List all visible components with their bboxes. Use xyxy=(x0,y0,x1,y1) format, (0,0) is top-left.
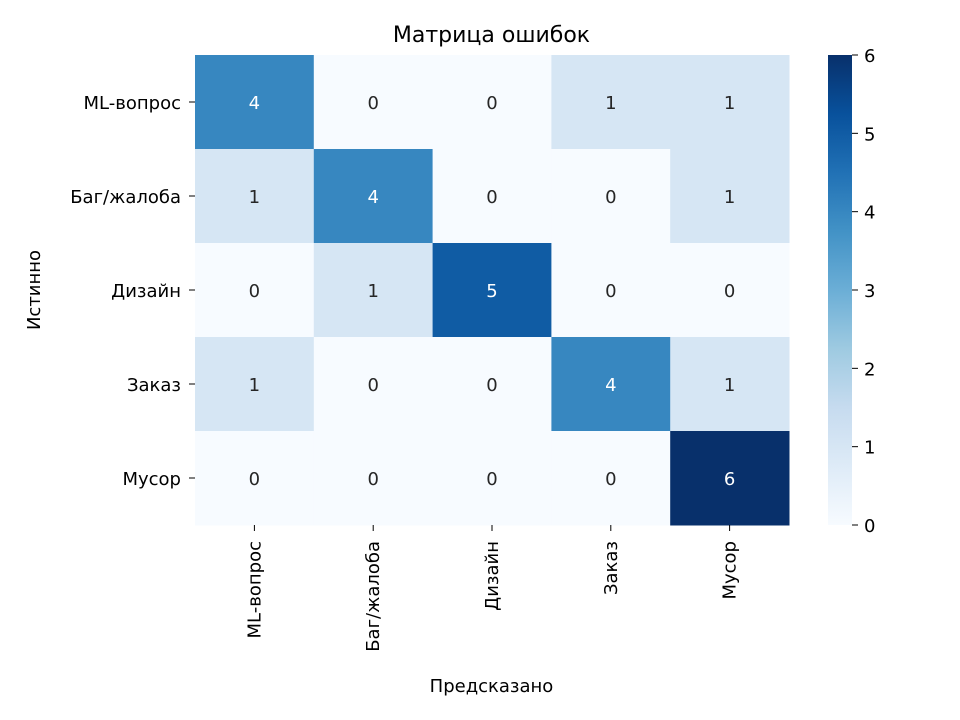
x-tick-label: Заказ xyxy=(601,541,622,595)
cell-value-label: 1 xyxy=(249,187,260,208)
heatmap-cell xyxy=(432,243,552,338)
cell-value-label: 1 xyxy=(367,281,378,302)
colorbar-ticks: 0 1 2 3 4 5 6 xyxy=(852,46,875,537)
colorbar-tick-label: 6 xyxy=(864,46,875,67)
cell-value-label: 0 xyxy=(249,469,260,490)
cell-value-label: 5 xyxy=(486,281,497,302)
x-axis-ticks: ML-вопрос Баг/жалоба Дизайн Заказ Мусор xyxy=(244,525,741,652)
cell-value-label: 6 xyxy=(724,469,735,490)
heatmap-cell xyxy=(551,243,671,338)
y-tick-label: Заказ xyxy=(127,375,181,396)
cell-value-label: 4 xyxy=(605,375,616,396)
cell-value-label: 0 xyxy=(367,93,378,114)
heatmap-cell xyxy=(670,431,790,526)
cell-value-label: 0 xyxy=(486,93,497,114)
colorbar-tick-label: 5 xyxy=(864,124,875,145)
cell-value-label: 0 xyxy=(486,187,497,208)
cell-value-label: 4 xyxy=(249,93,260,114)
cell-value-label: 0 xyxy=(367,469,378,490)
heatmap-cell xyxy=(670,337,790,432)
colorbar-tick-label: 2 xyxy=(864,359,875,380)
colorbar: 0 1 2 3 4 5 6 xyxy=(828,46,875,537)
cell-value-label: 1 xyxy=(605,93,616,114)
heatmap-cell xyxy=(313,431,434,526)
y-tick-label: ML-вопрос xyxy=(84,93,181,114)
cell-value-label: 1 xyxy=(724,93,735,114)
heatmap-cell xyxy=(195,243,315,338)
cell-value-label: 0 xyxy=(249,281,260,302)
y-tick-label: Дизайн xyxy=(111,281,181,302)
cell-value-label: 4 xyxy=(367,187,378,208)
cell-value-label: 0 xyxy=(486,469,497,490)
cell-value-label: 0 xyxy=(486,375,497,396)
heatmap-cell xyxy=(551,337,671,432)
heatmap-cell xyxy=(195,337,315,432)
heatmap-cell xyxy=(195,149,315,244)
cell-value-label: 1 xyxy=(724,375,735,396)
colorbar-tick-label: 4 xyxy=(864,203,875,224)
cell-value-label: 1 xyxy=(249,375,260,396)
heatmap-cell xyxy=(551,149,671,244)
cell-value-label: 0 xyxy=(605,281,616,302)
chart-title: Матрица ошибок xyxy=(393,23,590,48)
heatmap-cell xyxy=(313,149,434,244)
heatmap-cell xyxy=(195,431,315,526)
heatmap-cell xyxy=(432,55,552,150)
colorbar-gradient xyxy=(828,55,852,525)
cell-value-label: 0 xyxy=(724,281,735,302)
heatmap-cell xyxy=(551,431,671,526)
colorbar-tick-label: 0 xyxy=(864,516,875,537)
heatmap-cell xyxy=(313,243,434,338)
cell-value-label: 0 xyxy=(605,187,616,208)
cell-value-label: 0 xyxy=(367,375,378,396)
x-tick-label: Мусор xyxy=(720,541,741,600)
cell-value-label: 0 xyxy=(605,469,616,490)
heatmap-cell xyxy=(432,431,552,526)
heatmap-cell xyxy=(432,337,552,432)
x-axis-label: Предсказано xyxy=(430,676,554,697)
heatmap-cell xyxy=(670,55,790,150)
colorbar-tick-label: 3 xyxy=(864,281,875,302)
y-axis-ticks: ML-вопрос Баг/жалоба Дизайн Заказ Мусор xyxy=(70,93,195,490)
colorbar-tick-label: 1 xyxy=(864,438,875,459)
y-tick-label: Баг/жалоба xyxy=(70,187,181,208)
y-tick-label: Мусор xyxy=(122,469,181,490)
x-tick-label: ML-вопрос xyxy=(244,541,265,638)
heatmap-grid: 4 0 0 1 1 1 4 0 0 1 0 1 5 0 0 1 0 0 4 1 0 0 0 0 6 xyxy=(195,55,790,526)
heatmap-cell xyxy=(432,149,552,244)
heatmap-cell xyxy=(313,55,434,150)
cell-value-label: 1 xyxy=(724,187,735,208)
heatmap-cell xyxy=(670,243,790,338)
heatmap-cell xyxy=(313,337,434,432)
x-tick-label: Баг/жалоба xyxy=(363,541,384,652)
x-tick-label: Дизайн xyxy=(482,541,503,611)
heatmap-cell xyxy=(551,55,671,150)
heatmap-cell xyxy=(670,149,790,244)
y-axis-label: Истинно xyxy=(24,250,45,330)
heatmap-cell xyxy=(195,55,315,150)
